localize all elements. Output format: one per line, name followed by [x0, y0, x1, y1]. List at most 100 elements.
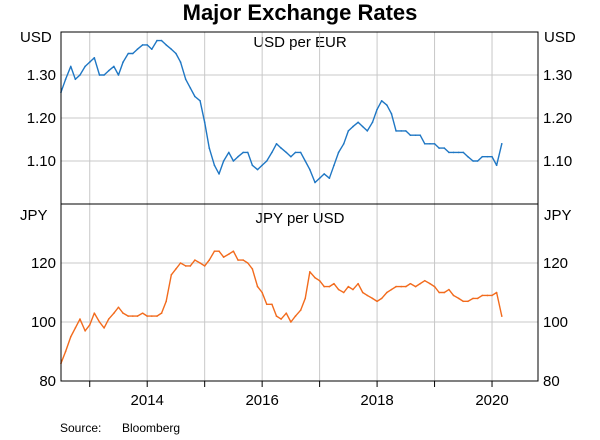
- data-point-usd_per_eur-37: [237, 155, 239, 158]
- data-point-usd_per_eur-30: [203, 121, 206, 124]
- data-point-usd_per_eur-46: [280, 147, 282, 149]
- source-value: Bloomberg: [122, 421, 180, 435]
- ytick-left-jpy_per_usd-1: 100: [31, 314, 56, 331]
- bottom-panel-border: [60, 203, 539, 382]
- data-point-jpy_per_usd-47: [285, 312, 288, 314]
- data-point-jpy_per_usd-75: [419, 282, 421, 285]
- data-point-jpy_per_usd-51: [304, 297, 307, 300]
- data-point-jpy_per_usd-56: [328, 285, 331, 288]
- data-point-usd_per_eur-42: [261, 164, 263, 167]
- data-point-usd_per_eur-75: [419, 134, 421, 136]
- data-point-usd_per_eur-14: [127, 52, 130, 55]
- data-point-usd_per_eur-38: [242, 151, 244, 154]
- data-point-jpy_per_usd-50: [299, 309, 302, 312]
- data-point-jpy_per_usd-45: [275, 315, 278, 317]
- data-point-jpy_per_usd-43: [265, 303, 268, 306]
- data-point-usd_per_eur-10: [107, 69, 110, 72]
- data-point-jpy_per_usd-49: [294, 315, 297, 317]
- ytick-left-jpy_per_usd-2: 120: [31, 255, 56, 272]
- data-point-jpy_per_usd-18: [146, 315, 149, 317]
- bottom-panel-title: JPY per USD: [256, 210, 345, 227]
- data-point-usd_per_eur-58: [337, 151, 340, 154]
- data-point-jpy_per_usd-89: [486, 294, 489, 297]
- data-point-usd_per_eur-43: [265, 160, 268, 162]
- xtick-label-3: 2016: [245, 392, 278, 409]
- data-point-jpy_per_usd-88: [481, 294, 484, 297]
- data-point-jpy_per_usd-39: [246, 262, 249, 264]
- data-point-jpy_per_usd-26: [184, 265, 187, 267]
- data-point-jpy_per_usd-87: [476, 297, 479, 300]
- data-point-jpy_per_usd-86: [472, 297, 474, 300]
- data-point-usd_per_eur-68: [386, 104, 388, 106]
- data-point-usd_per_eur-92: [500, 143, 503, 145]
- data-point-usd_per_eur-63: [361, 125, 364, 128]
- data-point-usd_per_eur-25: [179, 61, 182, 63]
- data-point-jpy_per_usd-77: [429, 282, 431, 285]
- data-point-jpy_per_usd-79: [438, 291, 440, 294]
- data-point-usd_per_eur-55: [323, 173, 326, 175]
- data-point-usd_per_eur-83: [457, 151, 460, 154]
- data-point-jpy_per_usd-81: [448, 288, 450, 291]
- data-point-usd_per_eur-34: [222, 160, 225, 162]
- data-point-jpy_per_usd-82: [452, 294, 455, 297]
- data-point-usd_per_eur-77: [429, 143, 431, 145]
- data-point-usd_per_eur-72: [405, 130, 407, 132]
- data-point-jpy_per_usd-42: [261, 291, 263, 294]
- data-point-usd_per_eur-69: [390, 112, 393, 115]
- chart-title: Major Exchange Rates: [183, 0, 418, 25]
- data-point-usd_per_eur-65: [371, 121, 374, 124]
- data-point-jpy_per_usd-46: [280, 318, 282, 320]
- data-point-usd_per_eur-86: [472, 160, 474, 162]
- data-point-usd_per_eur-80: [443, 147, 446, 149]
- data-point-usd_per_eur-40: [251, 164, 254, 167]
- data-point-usd_per_eur-54: [318, 177, 321, 179]
- data-point-usd_per_eur-76: [423, 143, 426, 145]
- data-point-jpy_per_usd-6: [88, 324, 91, 326]
- data-point-jpy_per_usd-90: [491, 294, 493, 297]
- data-point-jpy_per_usd-59: [342, 291, 345, 294]
- data-point-jpy_per_usd-20: [156, 315, 158, 317]
- data-point-jpy_per_usd-35: [228, 253, 230, 255]
- data-point-jpy_per_usd-29: [199, 262, 201, 264]
- data-point-usd_per_eur-61: [352, 125, 354, 128]
- data-point-usd_per_eur-87: [476, 160, 479, 162]
- data-point-jpy_per_usd-17: [141, 312, 144, 314]
- data-point-usd_per_eur-6: [88, 61, 91, 63]
- data-point-usd_per_eur-8: [98, 74, 101, 76]
- data-point-jpy_per_usd-12: [117, 306, 120, 309]
- data-point-jpy_per_usd-1: [64, 350, 67, 353]
- xtick-label-7: 2020: [475, 392, 508, 409]
- data-point-jpy_per_usd-83: [457, 297, 460, 300]
- data-point-jpy_per_usd-3: [74, 327, 77, 329]
- data-point-jpy_per_usd-4: [79, 318, 81, 320]
- data-point-usd_per_eur-60: [347, 130, 350, 132]
- data-point-usd_per_eur-44: [271, 151, 273, 154]
- data-point-usd_per_eur-49: [294, 151, 297, 154]
- data-point-usd_per_eur-27: [189, 87, 192, 89]
- data-point-jpy_per_usd-32: [213, 250, 216, 252]
- data-point-jpy_per_usd-22: [165, 300, 167, 303]
- data-point-jpy_per_usd-31: [208, 259, 211, 261]
- data-point-jpy_per_usd-57: [333, 282, 335, 285]
- data-point-jpy_per_usd-23: [170, 274, 173, 276]
- data-point-usd_per_eur-78: [433, 143, 436, 145]
- data-point-jpy_per_usd-70: [395, 285, 397, 288]
- data-point-jpy_per_usd-65: [371, 297, 374, 300]
- data-point-jpy_per_usd-40: [251, 268, 254, 270]
- data-point-usd_per_eur-59: [342, 143, 345, 145]
- data-point-jpy_per_usd-33: [218, 250, 220, 252]
- data-point-usd_per_eur-71: [400, 130, 403, 132]
- data-point-usd_per_eur-50: [299, 151, 302, 154]
- top-panel-title: USD per EUR: [253, 34, 347, 51]
- data-point-jpy_per_usd-37: [237, 259, 239, 261]
- xtick-label-5: 2018: [360, 392, 393, 409]
- data-point-jpy_per_usd-72: [405, 285, 407, 288]
- data-point-jpy_per_usd-67: [380, 297, 383, 300]
- data-point-jpy_per_usd-28: [194, 259, 196, 261]
- data-point-jpy_per_usd-74: [414, 285, 417, 288]
- data-point-jpy_per_usd-52: [309, 271, 311, 273]
- data-point-jpy_per_usd-38: [242, 259, 244, 261]
- data-point-jpy_per_usd-13: [122, 312, 124, 314]
- data-point-usd_per_eur-17: [141, 44, 144, 46]
- data-point-jpy_per_usd-55: [323, 285, 326, 288]
